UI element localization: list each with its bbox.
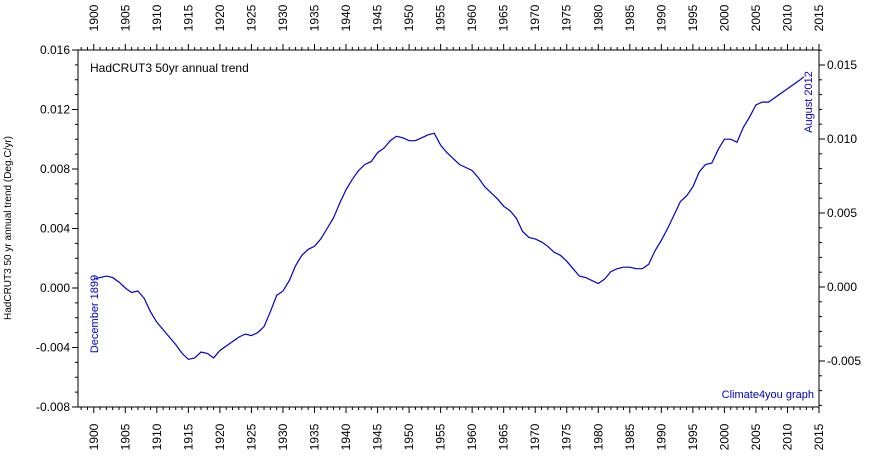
x-tick-label-bottom: 1920 xyxy=(213,423,227,450)
x-tick-label-bottom: 1970 xyxy=(528,423,542,450)
x-tick-label-top: 1955 xyxy=(434,4,448,31)
x-tick-label-top: 1970 xyxy=(528,4,542,31)
x-tick-label-bottom: 1955 xyxy=(434,423,448,450)
y-left-tick-label: 0.016 xyxy=(40,43,70,57)
y-left-tick-label: 0.000 xyxy=(40,281,70,295)
x-tick-label-bottom: 1935 xyxy=(307,423,321,450)
x-tick-label-bottom: 1965 xyxy=(497,423,511,450)
x-tick-label-bottom: 1915 xyxy=(181,423,195,450)
x-tick-label-bottom: 2000 xyxy=(717,423,731,450)
x-tick-label-top: 1905 xyxy=(118,4,132,31)
tick-labels: 1900 1900 1905 1905 1910 1910 1915 1915 1920 1920… xyxy=(36,4,861,450)
x-tick-label-top: 1940 xyxy=(339,4,353,31)
trend-line xyxy=(93,76,805,361)
y-right-tick-label: 0.015 xyxy=(827,58,857,72)
credit-label: Climate4you graph xyxy=(722,389,814,401)
x-tick-label-bottom: 1985 xyxy=(623,423,637,450)
chart-title: HadCRUT3 50yr annual trend xyxy=(90,61,249,75)
x-tick-label-bottom: 1950 xyxy=(402,423,416,450)
end-date-annotation: August 2012 xyxy=(803,71,815,133)
x-tick-label-top: 2015 xyxy=(812,4,826,31)
x-tick-label-top: 1960 xyxy=(465,4,479,31)
y-right-tick-label: -0.005 xyxy=(827,354,861,368)
y-left-tick-label: 0.012 xyxy=(40,103,70,117)
start-date-annotation: December 1899 xyxy=(89,275,101,353)
x-tick-label-top: 1990 xyxy=(654,4,668,31)
y-axis-label: HadCRUT3 50 yr annual trend (Deg.C/yr) xyxy=(3,136,14,320)
y-left-tick-label: -0.008 xyxy=(36,400,70,414)
x-tick-label-top: 2005 xyxy=(749,4,763,31)
y-left-tick-label: 0.008 xyxy=(40,162,70,176)
x-tick-label-top: 1920 xyxy=(213,4,227,31)
x-tick-label-bottom: 2015 xyxy=(812,423,826,450)
x-tick-label-top: 1985 xyxy=(623,4,637,31)
x-tick-label-bottom: 1900 xyxy=(87,423,101,450)
y-right-tick-label: 0.010 xyxy=(827,132,857,146)
x-tick-label-top: 1925 xyxy=(244,4,258,31)
x-tick-label-top: 1900 xyxy=(87,4,101,31)
y-right-tick-label: 0.005 xyxy=(827,206,857,220)
x-tick-label-bottom: 1940 xyxy=(339,423,353,450)
x-tick-label-bottom: 2005 xyxy=(749,423,763,450)
x-tick-label-top: 1995 xyxy=(686,4,700,31)
x-tick-label-top: 1975 xyxy=(560,4,574,31)
x-tick-label-top: 1980 xyxy=(591,4,605,31)
x-tick-label-bottom: 1975 xyxy=(560,423,574,450)
x-tick-label-bottom: 1960 xyxy=(465,423,479,450)
y-left-tick-label: -0.004 xyxy=(36,341,70,355)
x-tick-label-bottom: 1905 xyxy=(118,423,132,450)
x-tick-label-bottom: 1910 xyxy=(150,423,164,450)
x-tick-label-bottom: 2010 xyxy=(780,423,794,450)
x-tick-label-bottom: 1945 xyxy=(371,423,385,450)
x-tick-label-top: 1935 xyxy=(307,4,321,31)
x-tick-label-top: 2000 xyxy=(717,4,731,31)
y-left-tick-label: 0.004 xyxy=(40,222,70,236)
x-tick-label-top: 2010 xyxy=(780,4,794,31)
x-tick-label-top: 1910 xyxy=(150,4,164,31)
x-tick-label-top: 1930 xyxy=(276,4,290,31)
y-right-tick-label: 0.000 xyxy=(827,280,857,294)
x-tick-label-top: 1945 xyxy=(371,4,385,31)
x-tick-label-bottom: 1995 xyxy=(686,423,700,450)
x-tick-label-top: 1950 xyxy=(402,4,416,31)
x-tick-label-bottom: 1930 xyxy=(276,423,290,450)
x-tick-label-bottom: 1980 xyxy=(591,423,605,450)
x-tick-label-bottom: 1925 xyxy=(244,423,258,450)
tick-marks xyxy=(72,44,825,413)
x-tick-label-bottom: 1990 xyxy=(654,423,668,450)
plot-frame xyxy=(77,49,820,408)
x-tick-label-top: 1965 xyxy=(497,4,511,31)
x-tick-label-top: 1915 xyxy=(181,4,195,31)
